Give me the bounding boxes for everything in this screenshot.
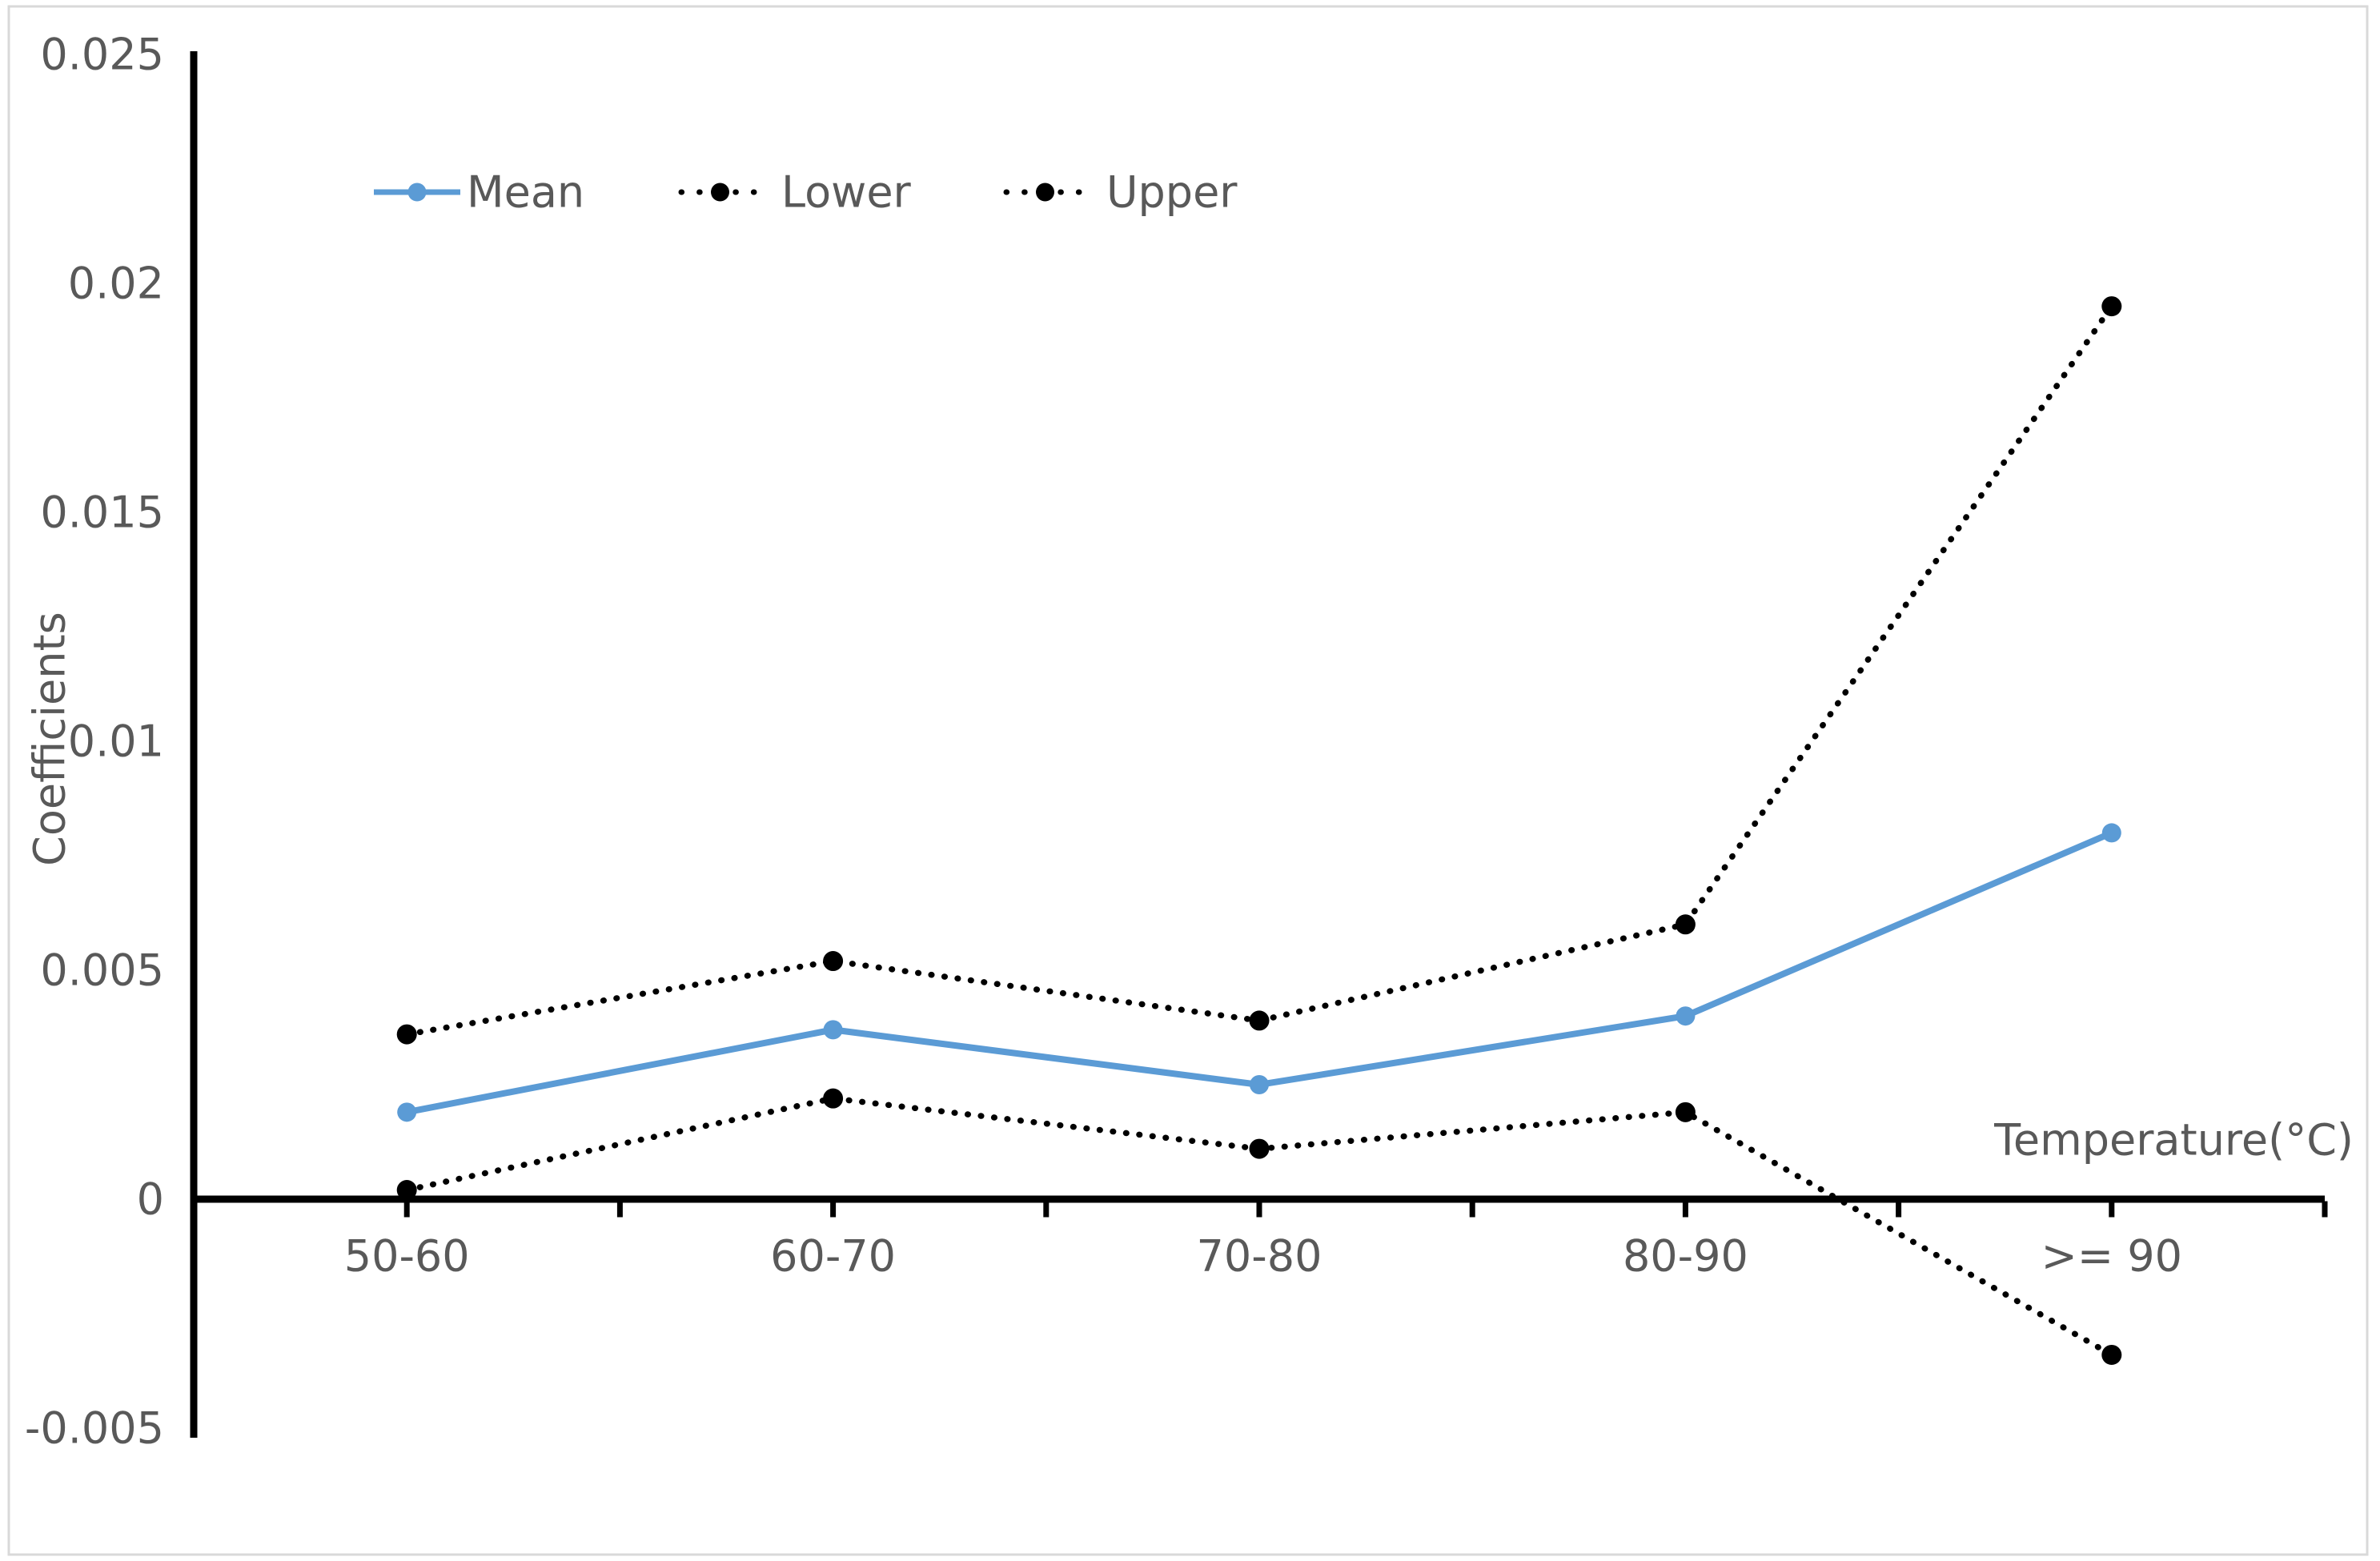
legend-label-upper: Upper bbox=[1106, 167, 1238, 218]
legend: Mean Lower Upper bbox=[374, 167, 1238, 218]
legend-item-upper: Upper bbox=[1003, 167, 1238, 218]
category-label: 50-60 bbox=[344, 1231, 470, 1282]
legend-marker-upper bbox=[1036, 183, 1054, 202]
series-upper-marker bbox=[1249, 1010, 1270, 1031]
legend-item-mean: Mean bbox=[374, 167, 584, 218]
legend-marker-mean bbox=[407, 183, 427, 202]
series-lower bbox=[396, 1088, 2122, 1365]
series-mean-marker bbox=[1250, 1075, 1269, 1094]
series-lower-marker bbox=[1249, 1138, 1270, 1159]
legend-marker-lower bbox=[711, 183, 729, 202]
series-lower-marker bbox=[2101, 1344, 2122, 1365]
y-tick-label: 0.015 bbox=[40, 488, 164, 538]
series-upper-marker bbox=[823, 951, 844, 972]
series-mean-marker bbox=[1676, 1006, 1696, 1026]
x-axis-ticks bbox=[403, 1201, 2328, 1218]
series-upper bbox=[396, 296, 2122, 1045]
series-mean-marker bbox=[2101, 823, 2121, 843]
series-lower-marker bbox=[823, 1088, 844, 1109]
legend-label-lower: Lower bbox=[781, 167, 912, 218]
series-mean-marker bbox=[397, 1102, 417, 1122]
series-lower-marker bbox=[1675, 1102, 1696, 1122]
series-upper-marker bbox=[2101, 296, 2122, 317]
category-label: 80-90 bbox=[1623, 1231, 1748, 1282]
series-upper-marker bbox=[396, 1024, 417, 1045]
legend-label-mean: Mean bbox=[467, 167, 584, 218]
y-tick-label: 0.02 bbox=[68, 259, 164, 309]
category-labels: 50-60 60-70 70-80 80-90 >= 90 bbox=[344, 1231, 2182, 1282]
y-tick-label: 0.025 bbox=[40, 30, 164, 80]
y-tick-label: -0.005 bbox=[25, 1403, 164, 1454]
category-label: 60-70 bbox=[770, 1231, 896, 1282]
series-lower-marker bbox=[396, 1180, 417, 1201]
x-axis-title: Temperature(°C) bbox=[1993, 1115, 2354, 1166]
category-label: >= 90 bbox=[2041, 1231, 2182, 1282]
y-tick-label: 0 bbox=[137, 1174, 164, 1225]
category-label: 70-80 bbox=[1197, 1231, 1322, 1282]
chart-border bbox=[7, 5, 2369, 1556]
series-mean bbox=[397, 823, 2121, 1122]
y-tick-label: 0.01 bbox=[68, 716, 164, 767]
y-tick-label: 0.005 bbox=[40, 945, 164, 996]
legend-item-lower: Lower bbox=[678, 167, 912, 218]
y-tick-labels: 0.025 0.02 0.015 0.01 0.005 0 -0.005 bbox=[25, 30, 164, 1454]
series-upper-marker bbox=[1675, 914, 1696, 935]
series-mean-marker bbox=[823, 1020, 843, 1040]
y-axis-title: Coefficients bbox=[25, 612, 75, 866]
